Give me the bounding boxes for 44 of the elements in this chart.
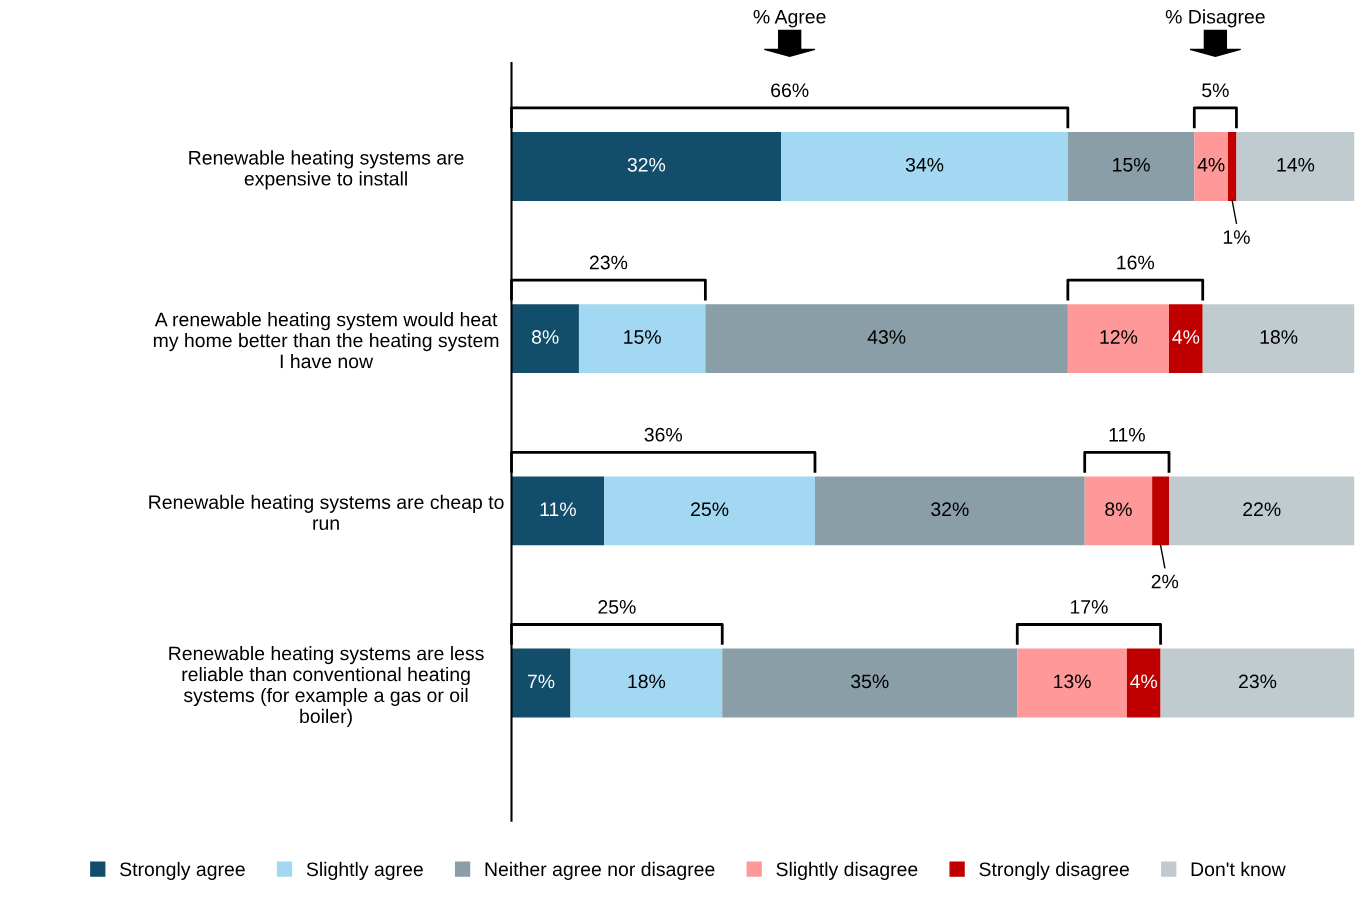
- data-label: 12%: [1100, 330, 1138, 344]
- data-label: 4%: [1172, 330, 1200, 344]
- annotation: 16%: [1117, 255, 1155, 270]
- y-tick-label: Renewable heating systems are cheap to run: [149, 494, 504, 530]
- data-label: 8%: [1105, 502, 1132, 517]
- data-label: 15%: [1113, 158, 1150, 172]
- data-label: 43%: [867, 330, 906, 344]
- legend-label: Slightly agree: [306, 861, 423, 880]
- text: % Agree: [753, 9, 826, 28]
- data-label: 35%: [851, 674, 889, 689]
- legend-label: Slightly disagree: [776, 861, 918, 880]
- annotation: 5%: [1202, 83, 1229, 98]
- data-label: 25%: [691, 502, 729, 517]
- data-label: 1%: [1223, 230, 1250, 244]
- data-label: 7%: [527, 674, 555, 689]
- data-label: 22%: [1243, 502, 1281, 516]
- data-label: 4%: [1197, 158, 1225, 172]
- data-label: 8%: [532, 330, 559, 344]
- data-label: 32%: [931, 502, 969, 517]
- legend-label: Strongly agree: [120, 861, 245, 880]
- data-label: 4%: [1130, 674, 1158, 689]
- annotation: 25%: [598, 600, 636, 614]
- data-label: 23%: [1239, 674, 1277, 689]
- legend-label: Neither agree nor disagree: [485, 861, 715, 880]
- annotation: 36%: [644, 427, 682, 442]
- y-tick-label: Renewable heating systems are less reliable than conventional heating systems (for example a gas or oil boiler): [169, 646, 484, 727]
- data-label: 15%: [624, 330, 661, 344]
- data-label: 13%: [1054, 674, 1091, 689]
- legend-label: Don't know: [1191, 861, 1286, 877]
- text: % Disagree: [1165, 9, 1265, 28]
- data-label: 11%: [540, 502, 576, 516]
- y-tick-label: A renewable heating system would heat my home better than the heating system I have now: [153, 312, 499, 369]
- data-label: 34%: [905, 157, 944, 172]
- annotation: 66%: [771, 83, 809, 98]
- data-label: 18%: [628, 674, 666, 689]
- annotation: 17%: [1070, 600, 1108, 614]
- y-tick-label: Renewable heating systems are expensive to install: [189, 150, 464, 190]
- annotation: 23%: [589, 255, 628, 270]
- data-label: 32%: [627, 157, 666, 172]
- annotation: 11%: [1109, 427, 1145, 442]
- data-label: 18%: [1260, 330, 1298, 344]
- legend-label: Strongly disagree: [979, 861, 1129, 880]
- data-label: 2%: [1151, 574, 1179, 589]
- data-label: 14%: [1277, 158, 1315, 172]
